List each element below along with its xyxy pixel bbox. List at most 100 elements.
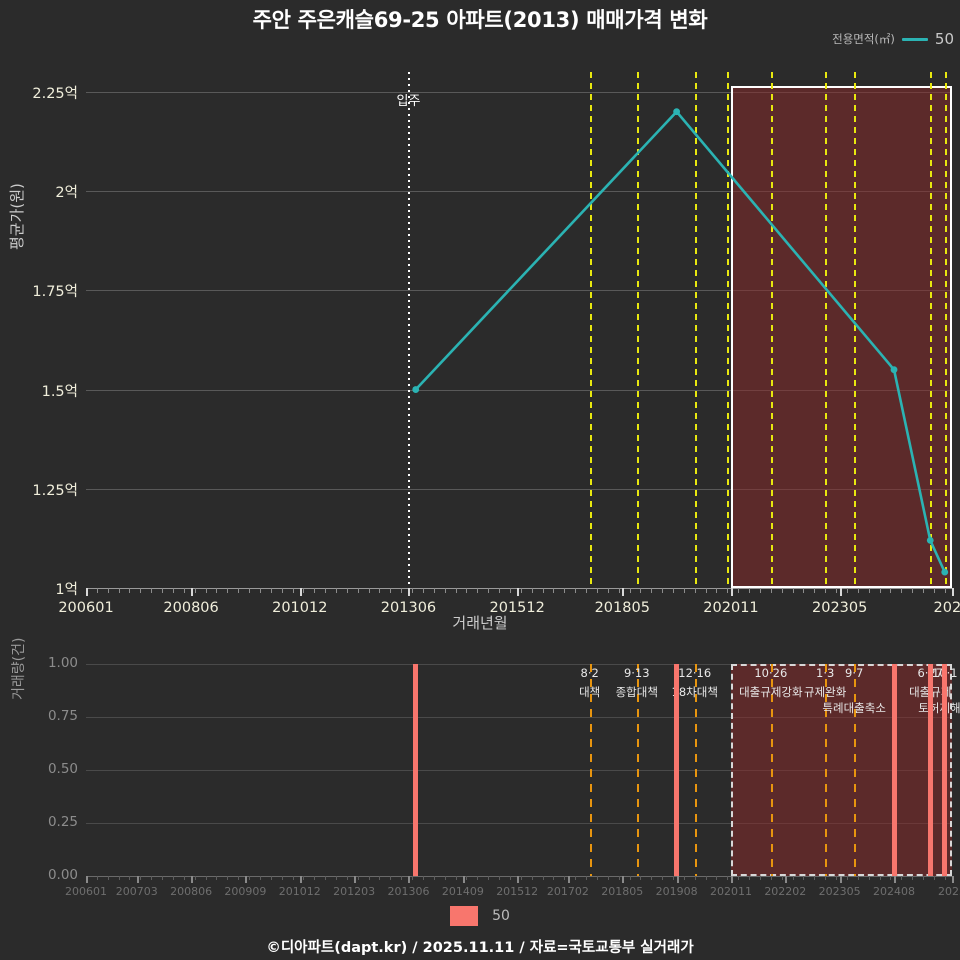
price-chart-minor-tick	[433, 588, 435, 593]
price-chart-minor-tick	[759, 588, 761, 593]
legend-top: 전용면적(㎡) 50	[832, 30, 954, 48]
volume-chart-minor-tick	[238, 876, 240, 880]
price-chart-gridline	[86, 91, 952, 93]
volume-chart-minor-tick	[738, 876, 740, 880]
price-chart-minor-tick	[118, 588, 120, 593]
price-chart-minor-tick	[162, 588, 164, 593]
price-chart-gridline	[86, 290, 952, 292]
price-chart-minor-tick	[629, 588, 631, 593]
volume-chart-bar	[942, 664, 948, 876]
price-chart-minor-tick	[749, 588, 751, 593]
volume-chart-minor-tick	[759, 876, 761, 880]
volume-chart-minor-tick	[183, 876, 185, 880]
price-chart-minor-tick	[672, 588, 674, 593]
price-chart-minor-tick	[694, 588, 696, 593]
price-chart-minor-tick	[531, 588, 533, 593]
volume-chart-major-tick	[191, 876, 194, 883]
price-chart-xtick: 202011	[703, 600, 759, 616]
volume-chart-minor-tick	[542, 876, 544, 880]
price-chart-minor-tick	[194, 588, 196, 593]
volume-chart-minor-tick	[553, 876, 555, 880]
price-chart-minor-tick	[488, 588, 490, 593]
volume-chart-xtick: 201908	[655, 885, 698, 898]
price-chart-minor-tick	[803, 588, 805, 593]
volume-chart-major-tick	[245, 876, 248, 883]
price-chart-minor-tick	[640, 588, 642, 593]
volume-chart-minor-tick	[455, 876, 457, 880]
volume-chart-xtick: 201409	[441, 885, 484, 898]
price-chart-minor-tick	[553, 588, 555, 593]
legend-top-label: 전용면적(㎡)	[832, 32, 895, 46]
price-chart-minor-tick	[923, 588, 924, 593]
volume-chart-policy-line	[636, 664, 639, 876]
volume-chart-minor-tick	[325, 876, 327, 880]
volume-chart-bar	[674, 664, 680, 876]
volume-chart-gridline	[86, 717, 952, 718]
volume-chart-minor-tick	[270, 876, 272, 880]
volume-chart-xtick: 202011	[709, 885, 752, 898]
price-chart-minor-tick	[901, 588, 903, 593]
price-chart-minor-tick	[520, 588, 522, 593]
price-chart-gridline	[86, 488, 952, 490]
page-title: 주안 주은캐슬69-25 아파트(2013) 매매가격 변화	[252, 8, 708, 32]
price-chart-major-tick	[299, 588, 302, 596]
volume-chart-minor-tick	[825, 876, 827, 880]
price-chart-ytick: 1.75억	[32, 284, 78, 301]
volume-chart-bar	[927, 664, 933, 876]
price-chart-ytick: 1.25억	[32, 482, 78, 499]
price-chart-minor-tick	[836, 588, 838, 593]
volume-chart-minor-tick	[140, 876, 142, 880]
volume-chart-policy-line	[694, 664, 697, 876]
price-chart-major-tick	[730, 588, 733, 596]
price-chart-minor-tick	[575, 588, 577, 593]
price-chart-move-in-label: 입주	[396, 94, 421, 109]
price-chart-minor-tick	[770, 588, 772, 593]
price-chart-minor-tick	[183, 588, 185, 593]
price-chart-data-point	[926, 536, 934, 544]
price-chart-xtick: 200806	[163, 600, 219, 616]
volume-chart-minor-tick	[346, 876, 348, 880]
volume-chart-bar	[413, 664, 419, 876]
volume-chart-minor-tick	[118, 876, 120, 880]
price-chart-xtick: 202305	[811, 600, 868, 616]
volume-chart-minor-tick	[303, 876, 305, 880]
volume-chart-xtick: 200601	[65, 885, 107, 898]
volume-chart-minor-tick	[586, 876, 588, 880]
volume-chart-minor-tick	[151, 876, 153, 880]
volume-chart-policy-text: 특례대출축소	[822, 701, 886, 715]
volume-chart-minor-tick	[694, 876, 696, 880]
price-chart-minor-tick	[607, 588, 609, 593]
volume-chart-minor-tick	[281, 876, 283, 880]
legend-bottom: 50	[0, 906, 960, 926]
price-chart-minor-tick	[814, 588, 816, 593]
volume-chart-policy-line	[854, 664, 857, 876]
volume-chart-major-tick	[354, 876, 357, 883]
legend-bottom-swatch	[450, 906, 479, 926]
volume-chart-policy-line	[825, 664, 828, 876]
price-chart-minor-tick	[944, 588, 946, 593]
volume-chart-minor-tick	[531, 876, 533, 880]
volume-chart-xtick: 201512	[496, 885, 539, 898]
price-chart-minor-tick	[238, 588, 240, 593]
price-chart-policy-line	[636, 72, 639, 588]
price-chart-minor-tick	[781, 588, 783, 593]
price-chart-policy-line	[930, 72, 933, 588]
volume-chart-minor-tick	[727, 876, 729, 880]
price-chart-minor-tick	[270, 588, 272, 593]
volume-chart-minor-tick	[651, 876, 653, 880]
price-chart-move-in-line	[408, 72, 411, 588]
price-chart-major-tick	[86, 588, 88, 596]
volume-chart-xtick: 200703	[115, 885, 158, 898]
volume-chart-minor-tick	[412, 876, 414, 880]
volume-chart-minor-tick	[618, 876, 620, 880]
price-chart-policy-line	[589, 72, 592, 588]
price-chart-minor-tick	[281, 588, 283, 593]
price-chart-gridline	[86, 389, 952, 391]
footer-credit: ©디아파트(dapt.kr) / 2025.11.11 / 자료=국토교통부 실…	[266, 940, 694, 956]
volume-chart-gridline	[86, 770, 952, 771]
volume-chart-policy-text: 대책	[579, 685, 601, 699]
price-chart-minor-tick	[249, 588, 251, 593]
price-chart-minor-tick	[336, 588, 338, 593]
price-chart-minor-tick	[140, 588, 142, 593]
